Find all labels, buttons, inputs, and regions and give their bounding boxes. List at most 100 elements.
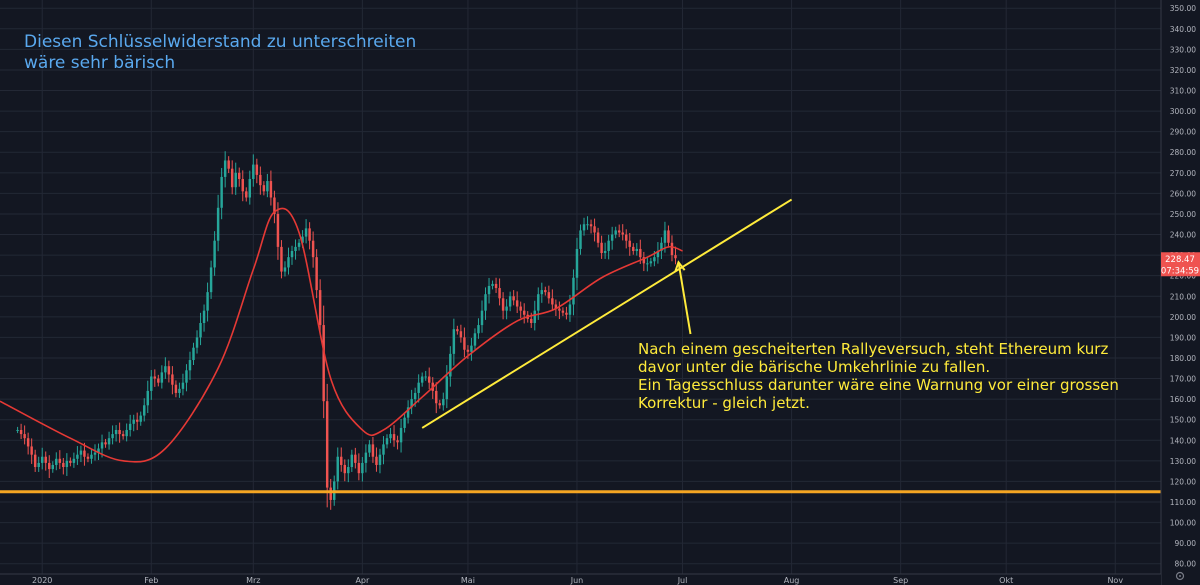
candle-body [93,452,97,455]
candle-body [230,168,234,188]
trendline[interactable] [421,198,793,429]
candle-body [642,257,646,264]
candle-body [76,454,79,459]
resistance-annotation-line: wäre sehr bärisch [24,53,176,73]
candle-body [628,240,631,247]
price-tick-label: 150.00 [1170,416,1196,425]
candle-body [522,310,526,315]
price-tick-label: 290.00 [1170,128,1196,137]
candle-body [128,423,132,430]
last-price-label: 228.47 [1165,255,1195,265]
candle-body [463,337,466,350]
candle-body [494,283,498,289]
candle-body [181,382,185,389]
price-axis[interactable]: 80.00 90.00 100.00 110.00 120.00 130.00 140.00… [1160,0,1200,585]
trendline-annotation: Nach einem gescheiterten Rallyeversuch, … [638,340,1119,412]
price-tick-label: 250.00 [1170,210,1196,219]
candle-body [209,267,213,293]
time-tick-label: Mrz [246,576,260,585]
candle-body [491,283,494,286]
price-axis-bg [1161,0,1200,585]
time-axis[interactable]: 2020 Feb Mrz Apr Mai Jun Jul Aug Sep Okt Nov [0,573,1161,585]
candle-body [501,298,505,311]
time-tick-label: Jun [570,576,584,585]
candle-body [132,419,135,424]
candle-body [586,224,589,226]
candle-body [125,429,128,437]
candle-body [336,456,339,482]
candle-body [403,417,406,428]
candle-body [406,407,410,418]
candle-body [290,250,294,258]
candle-body [420,376,424,383]
time-tick-label: Feb [144,576,158,585]
time-tick-label: Mai [461,576,475,585]
candle-body [37,462,40,468]
candle-body [16,429,19,431]
candle-body [30,446,33,455]
candle-body [459,331,463,338]
candle-body [153,376,157,379]
price-tick-label: 340.00 [1170,25,1196,34]
candle-body [579,230,582,249]
candle-body [392,434,396,441]
candle-body [484,294,487,311]
candle-body [670,242,674,256]
candle-body [262,185,266,192]
candle-body [614,230,617,235]
candle-body [368,444,371,453]
price-tick-label: 100.00 [1170,519,1196,528]
candle-body [632,246,635,251]
candle-body [79,450,83,455]
last-price-badge: 228.47 07:34:59 [1161,252,1200,277]
candle-body [100,442,104,449]
price-tick-label: 140.00 [1170,436,1196,445]
candle-body [283,267,287,272]
price-tick-label: 110.00 [1170,498,1196,507]
candle-body [378,454,382,465]
trendline-annotation-line: Ein Tagesschluss darunter wäre eine Warn… [638,376,1119,394]
candle-body [466,349,470,352]
price-tick-label: 350.00 [1170,4,1196,13]
candle-body [26,438,30,447]
candle-body [58,458,62,463]
candle-body [547,292,551,299]
time-tick-label: Jul [677,576,688,585]
candle-body [568,304,572,315]
candle-body [19,429,23,435]
candle-body [104,442,107,445]
candle-body [519,306,522,311]
candle-body [649,261,653,264]
candle-body [44,456,47,463]
candle-body [589,224,593,227]
price-tick-label: 90.00 [1175,539,1197,548]
candle-body [202,310,206,324]
candle-body [530,318,533,324]
candle-body [329,487,332,500]
candle-body [660,242,663,251]
candle-body [551,298,554,305]
trendline-annotation-line: Korrektur - gleich jetzt. [638,394,810,412]
candle-body [301,236,304,243]
candle-body [667,230,670,243]
candle-body [248,178,252,198]
candle-body [639,248,642,258]
price-tick-label: 210.00 [1170,292,1196,301]
candle-body [575,248,579,278]
candle-body [456,329,459,332]
candle-body [255,164,259,175]
last-price-badge-bg [1161,252,1200,277]
candle-body [674,255,677,259]
candle-body [40,456,44,463]
candle-body [656,250,660,258]
countdown-label: 07:34:59 [1161,266,1199,276]
candle-body [121,434,125,437]
moving-average-line [0,207,683,463]
candle-body [435,390,438,404]
candle-body [470,345,473,352]
candle-body [498,288,501,299]
price-tick-label: 330.00 [1170,45,1196,54]
candle-body [621,232,624,235]
settings-gear-icon[interactable] [1175,571,1185,581]
